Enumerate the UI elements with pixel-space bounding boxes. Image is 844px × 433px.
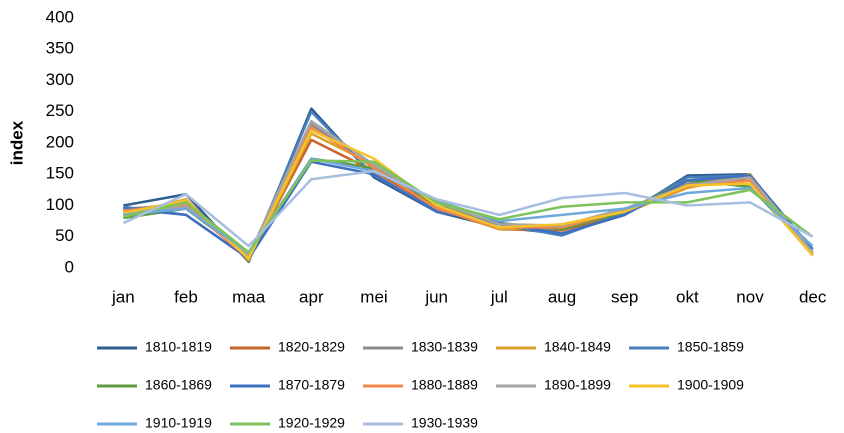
legend-label: 1810-1819 — [145, 339, 212, 355]
x-tick-label: sep — [611, 287, 638, 306]
legend-label: 1890-1899 — [544, 377, 611, 393]
y-tick-label: 0 — [65, 257, 74, 276]
legend-label: 1870-1879 — [278, 377, 345, 393]
y-tick-label: 250 — [46, 101, 74, 120]
x-tick-label: okt — [676, 287, 699, 306]
x-tick-label: jan — [111, 287, 135, 306]
series-line — [122, 169, 814, 248]
y-tick-label: 150 — [46, 164, 74, 183]
legend-label: 1920-1929 — [278, 415, 345, 431]
legend-label: 1830-1839 — [411, 339, 478, 355]
legend-label: 1910-1919 — [145, 415, 212, 431]
legend-label: 1850-1859 — [677, 339, 744, 355]
y-tick-label: 50 — [55, 226, 74, 245]
legend-label: 1900-1909 — [677, 377, 744, 393]
legend-label: 1880-1889 — [411, 377, 478, 393]
x-tick-label: jun — [424, 287, 448, 306]
x-tick-label: jul — [490, 287, 508, 306]
y-axis-label: index — [7, 120, 26, 165]
y-tick-label: 400 — [46, 7, 74, 26]
legend-label: 1840-1849 — [544, 339, 611, 355]
series-line — [123, 159, 814, 254]
legend-label: 1820-1829 — [278, 339, 345, 355]
series-line — [123, 129, 814, 260]
x-tick-label: maa — [232, 287, 266, 306]
y-tick-label: 200 — [46, 132, 74, 151]
legend-label: 1860-1869 — [145, 377, 212, 393]
legend-label: 1930-1939 — [411, 415, 478, 431]
y-tick-label: 350 — [46, 39, 74, 58]
x-tick-label: dec — [799, 287, 827, 306]
x-tick-label: mei — [360, 287, 387, 306]
x-tick-label: nov — [736, 287, 764, 306]
x-tick-label: feb — [174, 287, 198, 306]
y-tick-label: 300 — [46, 70, 74, 89]
y-tick-label: 100 — [46, 195, 74, 214]
x-tick-label: aug — [548, 287, 576, 306]
x-tick-label: apr — [299, 287, 324, 306]
